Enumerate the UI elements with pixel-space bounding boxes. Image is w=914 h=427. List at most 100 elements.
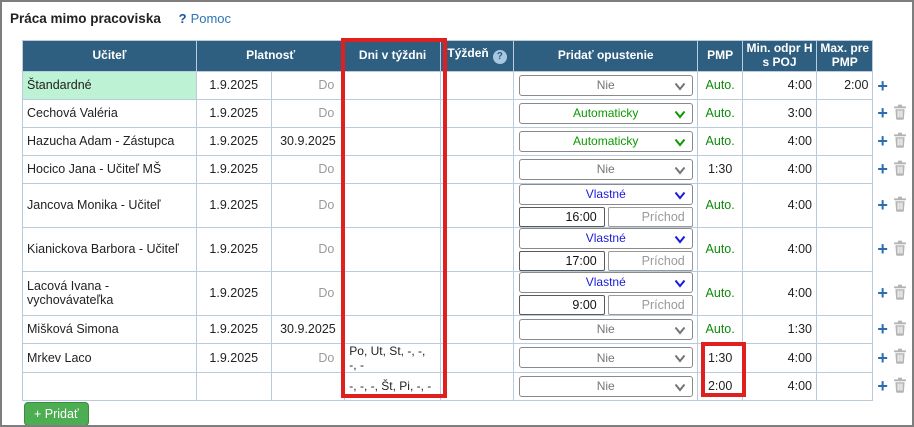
add-entry-icon[interactable]: + bbox=[877, 131, 888, 152]
leave-select[interactable]: Nie bbox=[518, 375, 693, 397]
max-pre-pmp-cell bbox=[815, 126, 874, 156]
trash-icon[interactable] bbox=[893, 320, 907, 339]
valid-from-cell[interactable]: 1.9.2025 bbox=[195, 70, 272, 100]
leave-select[interactable]: Nie bbox=[518, 318, 693, 340]
valid-to-cell[interactable]: Do bbox=[270, 154, 346, 184]
leave-select[interactable]: Automaticky bbox=[518, 130, 693, 152]
arrival-time-input[interactable] bbox=[607, 294, 693, 315]
add-entry-icon[interactable]: + bbox=[877, 103, 888, 124]
leave-cell: Nie bbox=[513, 314, 699, 344]
min-odpr-cell: 4:00 bbox=[742, 226, 817, 272]
leave-select-value: Nie bbox=[596, 379, 615, 394]
trash-icon[interactable] bbox=[893, 377, 907, 396]
leave-cell: Automaticky bbox=[513, 126, 699, 156]
max-pre-pmp-cell bbox=[815, 314, 874, 344]
min-odpr-cell: 4:00 bbox=[742, 154, 817, 184]
trash-icon[interactable] bbox=[893, 160, 907, 179]
add-entry-icon[interactable]: + bbox=[877, 195, 888, 216]
pmp-cell: Auto. bbox=[697, 182, 744, 228]
table-row: Jancova Monika - Učiteľ 1.9.2025 Do Vlastné… bbox=[22, 182, 912, 228]
departure-time-input[interactable] bbox=[518, 250, 605, 271]
trash-icon[interactable] bbox=[893, 104, 907, 123]
add-entry-icon[interactable]: + bbox=[877, 376, 888, 397]
leave-select[interactable]: Automaticky bbox=[518, 102, 693, 124]
valid-from-cell[interactable]: 1.9.2025 bbox=[195, 154, 272, 184]
add-entry-icon[interactable]: + bbox=[877, 75, 888, 96]
add-row-button[interactable]: + Pridať bbox=[24, 402, 89, 425]
leave-select[interactable]: Vlastné bbox=[518, 227, 693, 249]
teacher-name-cell: Cechová Valéria bbox=[22, 98, 197, 128]
leave-select-value: Nie bbox=[596, 322, 615, 337]
valid-to-cell[interactable]: 30.9.2025 bbox=[270, 126, 346, 156]
leave-select[interactable]: Nie bbox=[518, 158, 693, 180]
week-cell bbox=[439, 342, 515, 373]
valid-to-cell[interactable]: Do bbox=[270, 70, 346, 100]
leave-cell: Nie bbox=[513, 70, 699, 100]
teacher-name-cell: Hocico Jana - Učiteľ MŠ bbox=[22, 154, 197, 184]
pmp-cell: Auto. bbox=[697, 270, 744, 316]
week-help-icon[interactable]: ? bbox=[492, 50, 507, 65]
departure-time-input[interactable] bbox=[518, 206, 605, 227]
valid-to-cell[interactable]: Do bbox=[270, 98, 346, 128]
pmp-cell: Auto. bbox=[697, 70, 744, 100]
add-entry-icon[interactable]: + bbox=[877, 347, 888, 368]
valid-to-cell[interactable] bbox=[270, 371, 346, 401]
leave-select[interactable]: Vlastné bbox=[518, 183, 693, 205]
valid-from-cell[interactable]: 1.9.2025 bbox=[195, 342, 272, 373]
leave-select[interactable]: Nie bbox=[518, 347, 693, 369]
trash-icon[interactable] bbox=[893, 240, 907, 259]
trash-icon[interactable] bbox=[893, 348, 907, 367]
min-odpr-cell: 4:00 bbox=[742, 126, 817, 156]
valid-from-cell[interactable]: 1.9.2025 bbox=[195, 314, 272, 344]
valid-to-cell[interactable]: Do bbox=[270, 182, 346, 228]
add-entry-icon[interactable]: + bbox=[877, 159, 888, 180]
trash-icon[interactable] bbox=[893, 196, 907, 215]
valid-from-cell[interactable]: 1.9.2025 bbox=[195, 182, 272, 228]
help-link[interactable]: ? Pomoc bbox=[179, 11, 231, 26]
work-outside-table: Učiteľ Platnosť Dni v týždni Týždeň? Pri… bbox=[22, 40, 912, 401]
help-question-icon: ? bbox=[178, 11, 187, 26]
teacher-name-cell: Mišková Simona bbox=[22, 314, 197, 344]
valid-from-cell[interactable] bbox=[195, 371, 272, 401]
pmp-cell: Auto. bbox=[697, 314, 744, 344]
trash-icon[interactable] bbox=[893, 132, 907, 151]
teacher-name-cell bbox=[22, 371, 197, 401]
departure-time-input[interactable] bbox=[518, 294, 605, 315]
leave-cell: Automaticky bbox=[513, 98, 699, 128]
max-pre-pmp-cell bbox=[815, 98, 874, 128]
column-header-min-odpr: Min. odpr H s POJ bbox=[742, 40, 817, 72]
days-of-week-cell bbox=[344, 226, 441, 272]
leave-select[interactable]: Nie bbox=[518, 74, 693, 96]
table-header-row: Učiteľ Platnosť Dni v týždni Týždeň? Pri… bbox=[22, 40, 912, 72]
teacher-name-cell: Mrkev Laco bbox=[22, 342, 197, 373]
column-header-days: Dni v týždni bbox=[344, 40, 441, 72]
valid-from-cell[interactable]: 1.9.2025 bbox=[195, 270, 272, 316]
valid-from-cell[interactable]: 1.9.2025 bbox=[195, 226, 272, 272]
help-link-label: Pomoc bbox=[190, 11, 232, 26]
min-odpr-cell: 4:00 bbox=[742, 70, 817, 100]
min-odpr-cell: 4:00 bbox=[742, 182, 817, 228]
valid-to-cell[interactable]: Do bbox=[270, 342, 346, 373]
leave-select[interactable]: Vlastné bbox=[518, 271, 693, 293]
arrival-time-input[interactable] bbox=[607, 250, 693, 271]
custom-time-inputs bbox=[518, 294, 693, 315]
valid-to-cell[interactable]: Do bbox=[270, 226, 346, 272]
trash-icon[interactable] bbox=[893, 284, 907, 303]
min-odpr-cell: 4:00 bbox=[742, 371, 817, 401]
column-header-validity: Platnosť bbox=[195, 40, 346, 72]
add-entry-icon[interactable]: + bbox=[877, 239, 888, 260]
add-entry-icon[interactable]: + bbox=[877, 283, 888, 304]
min-odpr-cell: 1:30 bbox=[742, 314, 817, 344]
arrival-time-input[interactable] bbox=[607, 206, 693, 227]
week-cell bbox=[439, 70, 515, 100]
valid-from-cell[interactable]: 1.9.2025 bbox=[195, 126, 272, 156]
min-odpr-cell: 4:00 bbox=[742, 342, 817, 373]
valid-from-cell[interactable]: 1.9.2025 bbox=[195, 98, 272, 128]
max-pre-pmp-cell bbox=[815, 342, 874, 373]
valid-to-cell[interactable]: Do bbox=[270, 270, 346, 316]
add-entry-icon[interactable]: + bbox=[877, 319, 888, 340]
week-cell bbox=[439, 154, 515, 184]
row-actions-cell: + bbox=[872, 127, 912, 156]
week-cell bbox=[439, 126, 515, 156]
valid-to-cell[interactable]: 30.9.2025 bbox=[270, 314, 346, 344]
